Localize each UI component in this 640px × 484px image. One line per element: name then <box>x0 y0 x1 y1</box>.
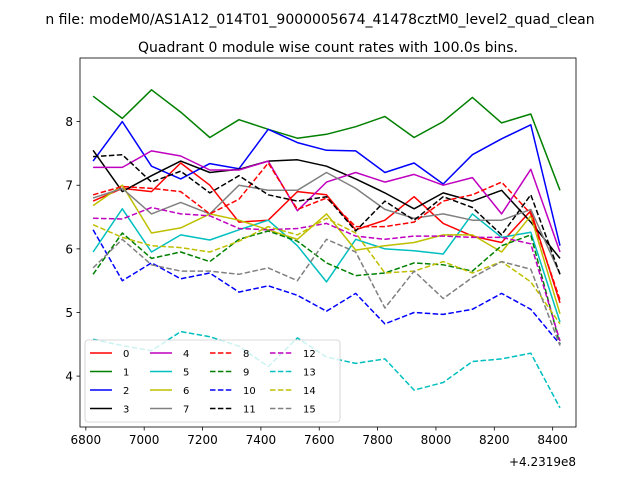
x-tick-label: 8000 <box>421 433 452 447</box>
x-tick-label: 8400 <box>537 433 568 447</box>
legend-label-1: 1 <box>123 368 129 379</box>
series-line-10 <box>92 229 561 345</box>
legend-label-14: 14 <box>303 386 316 397</box>
x-tick-label: 7400 <box>246 433 277 447</box>
x-tick-label: 7800 <box>362 433 393 447</box>
legend-label-5: 5 <box>183 368 189 379</box>
y-tick-label: 7 <box>65 179 73 193</box>
legend-label-0: 0 <box>123 349 129 360</box>
y-tick-label: 4 <box>65 370 73 384</box>
series-line-4 <box>93 150 561 253</box>
y-tick-label: 8 <box>65 115 73 129</box>
x-tick-label: 7000 <box>129 433 160 447</box>
legend-label-12: 12 <box>303 349 316 360</box>
series-line-5 <box>92 208 561 323</box>
series-line-8 <box>92 162 561 301</box>
legend-label-9: 9 <box>243 368 249 379</box>
legend-frame <box>84 339 341 423</box>
axes-frame <box>79 57 577 428</box>
y-tick-label: 5 <box>65 306 73 320</box>
x-tick-label: 8200 <box>479 433 510 447</box>
series-line-0 <box>92 162 561 304</box>
legend-label-3: 3 <box>123 405 129 416</box>
x-tick-label: 7200 <box>187 433 218 447</box>
legend-label-6: 6 <box>183 386 189 397</box>
legend-label-10: 10 <box>243 386 256 397</box>
x-axis-offset-label: +4.2319e8 <box>509 455 576 469</box>
series-line-15 <box>92 238 561 346</box>
series-line-6 <box>92 184 561 315</box>
chart-title: Quadrant 0 module wise count rates with … <box>138 40 518 56</box>
series-line-12 <box>93 206 561 342</box>
series-line-14 <box>92 217 561 325</box>
legend-label-11: 11 <box>243 405 256 416</box>
series-line-7 <box>92 171 561 275</box>
x-tick-label: 7600 <box>304 433 335 447</box>
legend-label-7: 7 <box>183 405 189 416</box>
legend-label-8: 8 <box>243 349 249 360</box>
x-tick-label: 6800 <box>71 433 102 447</box>
legend-label-2: 2 <box>123 386 129 397</box>
series-line-1 <box>92 89 561 191</box>
series-line-11 <box>93 153 561 275</box>
y-tick-label: 6 <box>65 242 73 256</box>
plot-area: 6800 7000 7200 7400 7600 7800 8000 8200 8400 4 5 6 7… <box>65 57 577 447</box>
legend-label-13: 13 <box>303 368 316 379</box>
legend-label-15: 15 <box>303 405 316 416</box>
series-line-3 <box>92 149 561 259</box>
legend-label-4: 4 <box>183 349 189 360</box>
series-line-9 <box>92 230 561 345</box>
figure-title: n file: modeM0/AS1A12_014T01_9000005674_… <box>45 12 594 28</box>
